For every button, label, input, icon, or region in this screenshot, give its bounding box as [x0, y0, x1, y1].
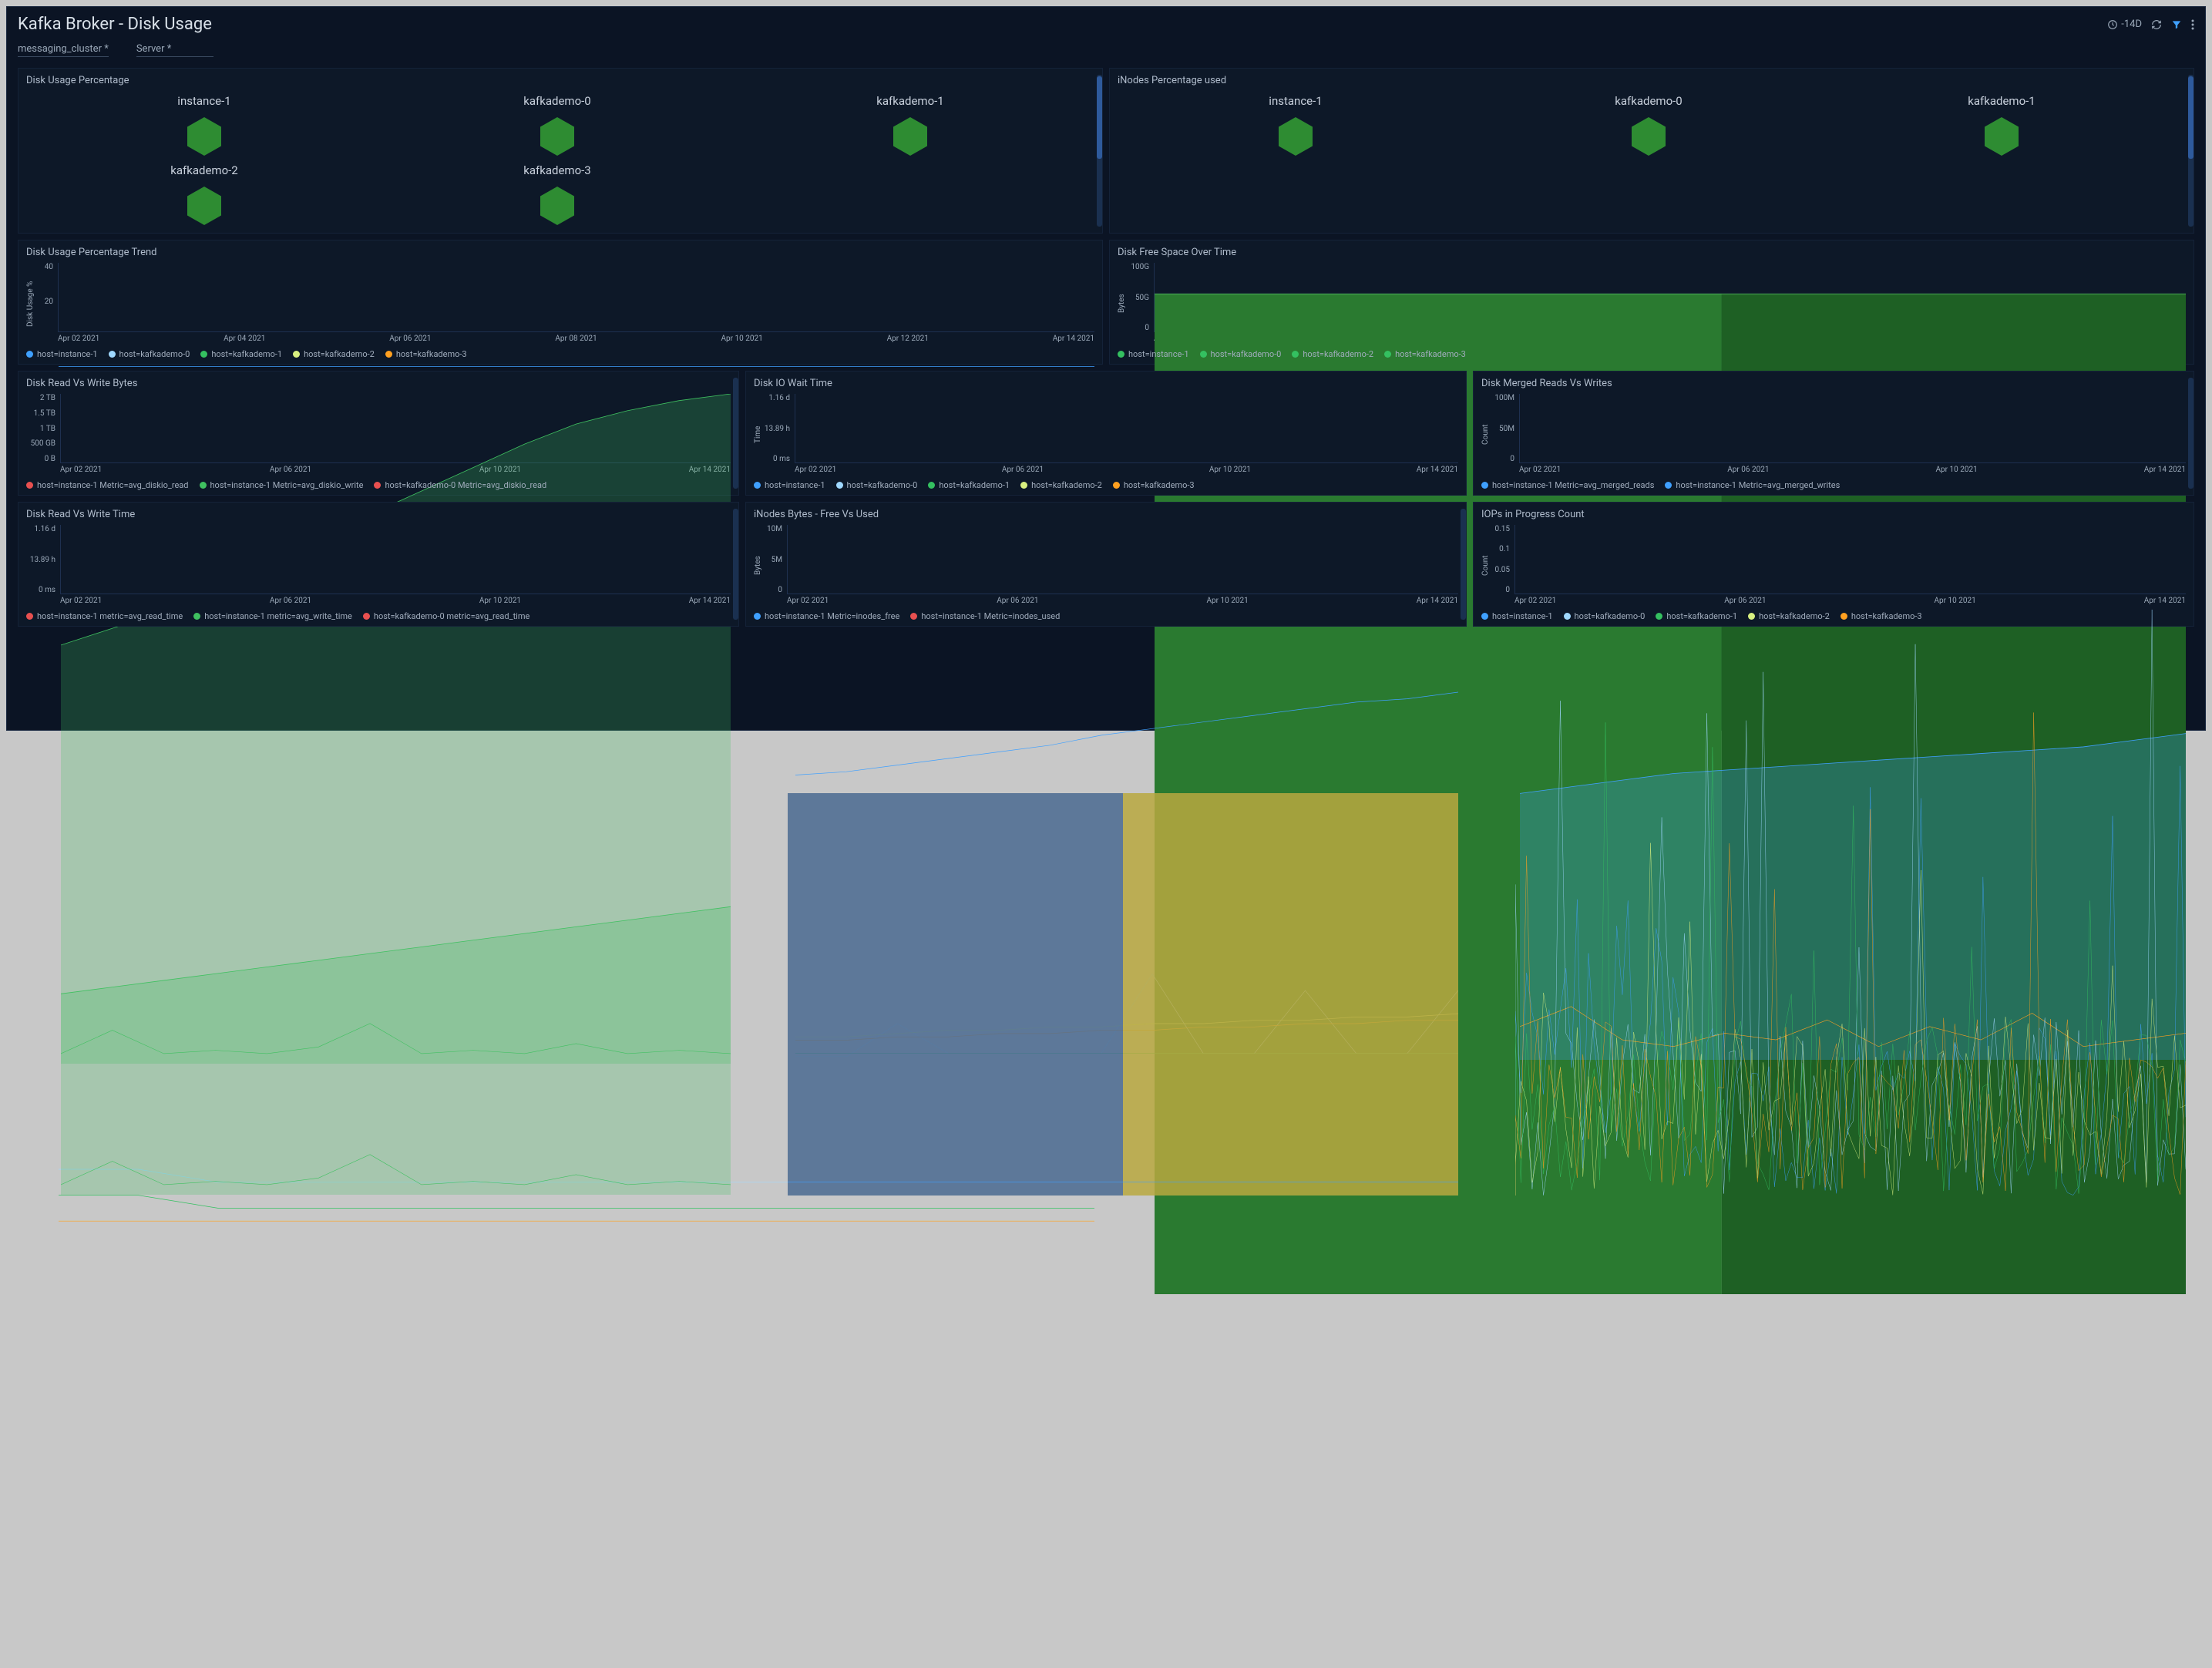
- panel-inodes-percentage: iNodes Percentage used instance-1kafkade…: [1109, 68, 2194, 234]
- hexagon-icon: [187, 187, 221, 225]
- header: Kafka Broker - Disk Usage -14D: [18, 15, 2194, 42]
- page-title: Kafka Broker - Disk Usage: [18, 15, 212, 34]
- hexagon-icon: [1279, 117, 1313, 156]
- panel-disk-rw-time: Disk Read Vs Write Time 1.16 d13.89 h0 m…: [18, 502, 739, 627]
- filter-messaging-cluster[interactable]: messaging_cluster *: [18, 42, 109, 57]
- hex-host[interactable]: kafkademo-1: [735, 94, 1085, 156]
- hex-host[interactable]: kafkademo-0: [382, 94, 732, 156]
- legend-item[interactable]: host=kafkademo-1: [200, 349, 282, 359]
- panel-inodes-bytes: iNodes Bytes - Free Vs Used Bytes 10M5M0…: [745, 502, 1467, 627]
- legend-item[interactable]: host=instance-1 metric=avg_read_time: [26, 611, 183, 621]
- legend-item[interactable]: host=kafkademo-3: [385, 349, 467, 359]
- legend-item[interactable]: host=kafkademo-2: [293, 349, 375, 359]
- legend-item[interactable]: host=instance-1 Metric=avg_diskio_write: [200, 480, 364, 490]
- hex-host[interactable]: instance-1: [1121, 94, 1471, 156]
- legend-item[interactable]: host=instance-1 Metric=avg_merged_reads: [1481, 480, 1654, 490]
- legend-item[interactable]: host=instance-1 Metric=avg_diskio_read: [26, 480, 189, 490]
- legend-item[interactable]: host=kafkademo-3: [1841, 611, 1922, 621]
- legend-item[interactable]: host=kafkademo-0 metric=avg_read_time: [363, 611, 529, 621]
- panel-disk-free-space: Disk Free Space Over Time Bytes 100G50G0…: [1109, 240, 2194, 365]
- legend-item[interactable]: host=kafkademo-0 Metric=avg_diskio_read: [374, 480, 546, 490]
- legend-item[interactable]: host=instance-1 Metric=inodes_free: [754, 611, 899, 621]
- panel-disk-usage-percentage: Disk Usage Percentage instance-1kafkadem…: [18, 68, 1103, 234]
- legend-item[interactable]: host=instance-1: [754, 480, 825, 490]
- more-icon[interactable]: [2191, 19, 2194, 30]
- time-range-picker[interactable]: -14D: [2107, 18, 2142, 30]
- refresh-icon[interactable]: [2151, 19, 2162, 30]
- legend-item[interactable]: host=kafkademo-1: [928, 480, 1010, 490]
- legend-item[interactable]: host=kafkademo-1: [1656, 611, 1737, 621]
- panel-disk-io-wait: Disk IO Wait Time Time 1.16 d13.89 h0 ms…: [745, 371, 1467, 496]
- legend-item[interactable]: host=kafkademo-0: [836, 480, 918, 490]
- legend-item[interactable]: host=instance-1: [1481, 611, 1553, 621]
- panel-iops: IOPs in Progress Count Count 0.150.10.05…: [1473, 502, 2194, 627]
- panel-disk-rw-bytes: Disk Read Vs Write Bytes 2 TB1.5 TB1 TB5…: [18, 371, 739, 496]
- legend-item[interactable]: host=kafkademo-0: [1564, 611, 1646, 621]
- legend-item[interactable]: host=instance-1 Metric=inodes_used: [910, 611, 1060, 621]
- legend-item[interactable]: host=kafkademo-0: [1200, 349, 1282, 359]
- panel-disk-usage-trend: Disk Usage Percentage Trend Disk Usage %…: [18, 240, 1103, 365]
- legend-item[interactable]: host=kafkademo-2: [1020, 480, 1102, 490]
- hexagon-icon: [540, 117, 574, 156]
- hexagon-icon: [1985, 117, 2019, 156]
- legend-item[interactable]: host=instance-1 metric=avg_write_time: [193, 611, 352, 621]
- filter-icon[interactable]: [2171, 19, 2182, 30]
- legend-item[interactable]: host=kafkademo-0: [109, 349, 190, 359]
- hexagon-icon: [540, 187, 574, 225]
- legend-item[interactable]: host=instance-1: [26, 349, 98, 359]
- hexagon-icon: [1632, 117, 1666, 156]
- legend-item[interactable]: host=kafkademo-2: [1292, 349, 1373, 359]
- dashboard: Kafka Broker - Disk Usage -14D messaging…: [6, 6, 2206, 731]
- hex-host[interactable]: kafkademo-1: [1827, 94, 2177, 156]
- legend-item[interactable]: host=kafkademo-2: [1748, 611, 1830, 621]
- filter-bar: messaging_cluster * Server *: [18, 42, 2194, 68]
- hex-host[interactable]: kafkademo-2: [29, 163, 379, 225]
- legend-item[interactable]: host=kafkademo-3: [1384, 349, 1466, 359]
- legend-item[interactable]: host=kafkademo-3: [1113, 480, 1195, 490]
- hex-host[interactable]: instance-1: [29, 94, 379, 156]
- hex-host[interactable]: kafkademo-0: [1474, 94, 1824, 156]
- legend-item[interactable]: host=instance-1 Metric=avg_merged_writes: [1665, 480, 1840, 490]
- hexagon-icon: [187, 117, 221, 156]
- header-toolbar: -14D: [2107, 18, 2194, 30]
- hex-host[interactable]: kafkademo-3: [382, 163, 732, 225]
- hexagon-icon: [893, 117, 927, 156]
- panel-disk-merged: Disk Merged Reads Vs Writes Count 100M50…: [1473, 371, 2194, 496]
- filter-server[interactable]: Server *: [136, 42, 213, 57]
- legend-item[interactable]: host=instance-1: [1118, 349, 1189, 359]
